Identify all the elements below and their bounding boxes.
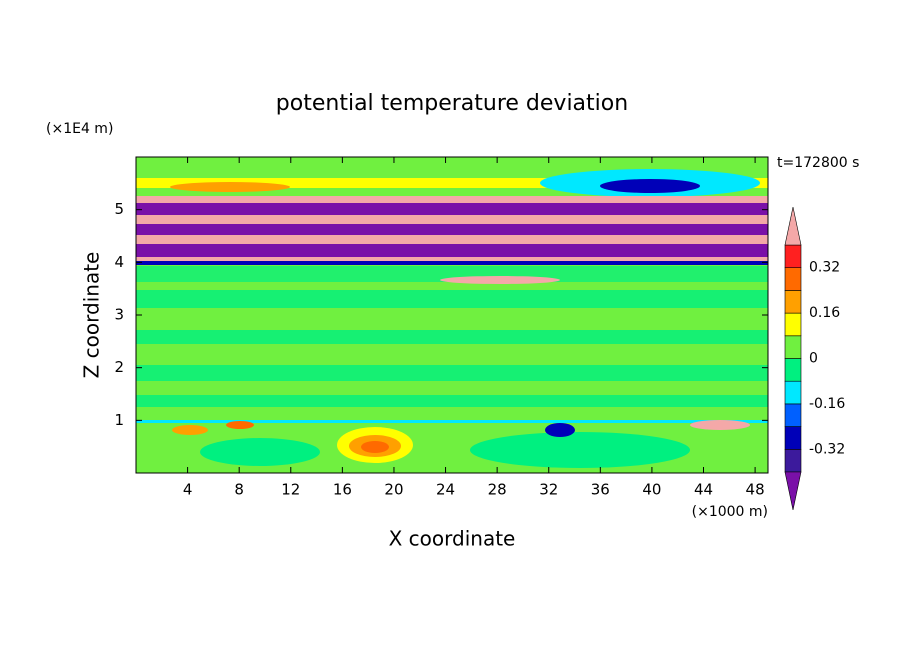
colorbar-extend-high bbox=[784, 206, 802, 246]
x-axis-label: X coordinate bbox=[389, 527, 516, 551]
x-tick-label: 12 bbox=[281, 481, 300, 499]
y-unit: (×1E4 m) bbox=[46, 121, 113, 137]
x-tick-label: 36 bbox=[591, 481, 610, 499]
x-tick-label: 28 bbox=[488, 481, 507, 499]
colorbar-tick-label: 0.32 bbox=[809, 260, 840, 276]
colorbar-tick-label: 0 bbox=[809, 351, 818, 367]
colorbar-segment bbox=[784, 426, 802, 450]
chart-title: potential temperature deviation bbox=[276, 91, 628, 116]
colorbar-segment bbox=[784, 380, 802, 405]
colorbar-segment bbox=[784, 290, 802, 314]
colorbar-segment bbox=[784, 312, 802, 337]
y-tick-label: 4 bbox=[114, 253, 124, 271]
x-tick-label: 4 bbox=[183, 481, 193, 499]
contour-field bbox=[136, 157, 768, 473]
time-label: t=172800 s bbox=[777, 155, 859, 171]
colorbar-segment bbox=[784, 244, 802, 269]
y-tick-label: 1 bbox=[114, 411, 124, 429]
y-tick-label: 3 bbox=[114, 306, 124, 324]
colorbar-segment bbox=[784, 358, 802, 382]
x-tick-label: 8 bbox=[234, 481, 244, 499]
x-tick-label: 32 bbox=[539, 481, 558, 499]
x-tick-label: 16 bbox=[333, 481, 352, 499]
colorbar-segment bbox=[784, 335, 802, 359]
colorbar-segment bbox=[784, 448, 802, 473]
colorbar-tick-label: -0.32 bbox=[809, 441, 845, 457]
y-axis-label: Z coordinate bbox=[80, 252, 104, 379]
x-tick-label: 44 bbox=[694, 481, 713, 499]
colorbar-tick-label: 0.16 bbox=[809, 305, 840, 321]
x-tick-label: 20 bbox=[384, 481, 403, 499]
colorbar-tick-label: -0.16 bbox=[809, 396, 845, 412]
y-tick-label: 2 bbox=[114, 358, 124, 376]
x-tick-label: 24 bbox=[436, 481, 455, 499]
x-tick-label: 48 bbox=[746, 481, 765, 499]
colorbar-segment bbox=[784, 403, 802, 427]
colorbar-extend-low bbox=[784, 471, 802, 511]
x-unit: (×1000 m) bbox=[692, 504, 768, 520]
y-tick-label: 5 bbox=[114, 200, 124, 218]
colorbar-segment bbox=[784, 267, 802, 291]
x-tick-label: 40 bbox=[642, 481, 661, 499]
